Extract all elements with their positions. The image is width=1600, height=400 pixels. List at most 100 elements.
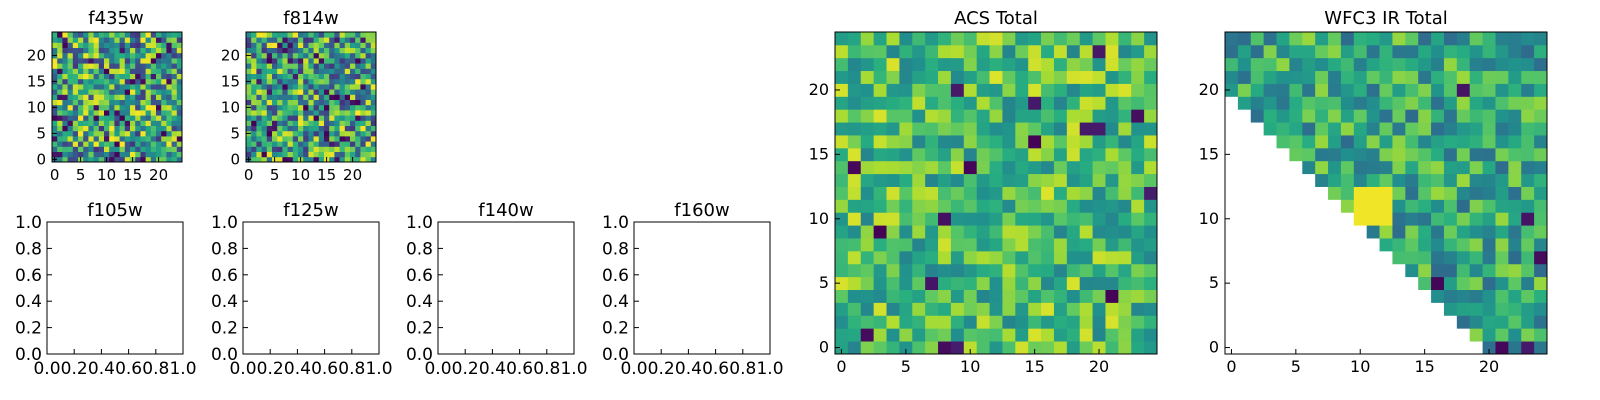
- heatmap-cell: [277, 110, 283, 116]
- heatmap-cell: [1534, 173, 1548, 187]
- heatmap-cell: [1456, 96, 1471, 110]
- heatmap-cell: [114, 58, 120, 64]
- heatmap-cell: [1079, 302, 1093, 316]
- heatmap-cell: [1469, 147, 1483, 162]
- heatmap-cell: [1105, 186, 1119, 200]
- heatmap-cell: [57, 156, 63, 163]
- heatmap-cell: [899, 276, 913, 290]
- heatmap-cell: [109, 47, 115, 54]
- heatmap-cell: [1456, 238, 1471, 252]
- heatmap-cell: [114, 89, 120, 95]
- heatmap-cell: [1105, 32, 1119, 46]
- heatmap-cell: [334, 151, 340, 158]
- heatmap-cell: [976, 83, 990, 97]
- x-tick-label: 15: [123, 166, 142, 184]
- heatmap-cell: [114, 104, 120, 111]
- heatmap-cell: [109, 68, 115, 74]
- heatmap-cell: [145, 104, 152, 111]
- heatmap-cell: [847, 238, 862, 252]
- heatmap-cell: [1302, 83, 1316, 97]
- heatmap-cell: [119, 99, 126, 106]
- heatmap-cell: [886, 83, 900, 97]
- heatmap-cell: [114, 63, 120, 69]
- heatmap-cell: [93, 32, 100, 38]
- heatmap-cell: [1302, 57, 1316, 72]
- heatmap-cell: [272, 89, 278, 95]
- heatmap-cell: [156, 99, 162, 106]
- heatmap-cell: [83, 156, 89, 163]
- heatmap-cell: [124, 37, 131, 43]
- heatmap-cell: [1495, 250, 1509, 265]
- heatmap-cell: [277, 68, 283, 74]
- heatmap-cell: [1315, 173, 1329, 187]
- heatmap-cell: [1041, 160, 1055, 175]
- heatmap-cell: [78, 110, 84, 116]
- heatmap-cell: [1534, 250, 1548, 265]
- heatmap-cell: [1469, 328, 1483, 342]
- x-tick-label: 0: [244, 166, 254, 184]
- heatmap-cell: [1092, 315, 1106, 329]
- heatmap-cell: [339, 89, 346, 95]
- heatmap-cell: [1379, 109, 1393, 123]
- heatmap-cell: [135, 130, 141, 137]
- heatmap-cell: [963, 225, 978, 239]
- heatmap-cell: [1379, 57, 1393, 72]
- heatmap-cell: [130, 94, 136, 100]
- heatmap-cell: [1053, 186, 1068, 200]
- heatmap-cell: [176, 151, 183, 158]
- heatmap-cell: [1508, 341, 1522, 355]
- heatmap-cell: [365, 42, 372, 48]
- heatmap-cell: [1092, 276, 1106, 290]
- x-tick-label: 0.4: [479, 359, 506, 379]
- heatmap-cell: [1353, 135, 1368, 149]
- heatmap-cell: [114, 125, 120, 132]
- heatmap-cell: [1276, 83, 1290, 97]
- heatmap-cell: [350, 146, 356, 152]
- heatmap-cell: [93, 78, 100, 85]
- heatmap-cell: [860, 32, 875, 46]
- heatmap-cell: [135, 115, 141, 121]
- heatmap-cell: [261, 125, 268, 132]
- y-tick-label: 5: [230, 124, 240, 142]
- heatmap-cell: [1315, 83, 1329, 97]
- heatmap-cell: [873, 122, 887, 136]
- heatmap-cell: [72, 73, 79, 80]
- heatmap-cell: [1328, 83, 1342, 97]
- heatmap-cell: [324, 78, 330, 85]
- heatmap-cell: [1079, 212, 1093, 226]
- heatmap-cell: [246, 89, 252, 95]
- heatmap-cell: [282, 47, 288, 54]
- heatmap-cell: [350, 130, 356, 137]
- heatmap-cell: [266, 115, 273, 121]
- heatmap-cell: [114, 130, 120, 137]
- heatmap-cell: [1041, 250, 1055, 265]
- heatmap-cell: [150, 110, 157, 116]
- heatmap-cell: [57, 73, 63, 80]
- heatmap-cell: [1443, 199, 1458, 213]
- heatmap-cell: [976, 212, 990, 226]
- heatmap-cell: [976, 289, 990, 303]
- heatmap-cell: [1521, 328, 1535, 342]
- heatmap-cell: [62, 89, 68, 95]
- heatmap-cell: [899, 44, 913, 59]
- heatmap-cell: [1302, 160, 1316, 175]
- heatmap-cell: [1144, 173, 1158, 187]
- heatmap-cell: [266, 151, 273, 158]
- heatmap-cell: [88, 47, 94, 54]
- heatmap-cell: [925, 122, 939, 136]
- heatmap-cell: [963, 83, 978, 97]
- heatmap-cell: [963, 212, 978, 226]
- heatmap-cell: [329, 42, 335, 48]
- heatmap-cell: [93, 42, 100, 48]
- heatmap-cell: [1015, 147, 1029, 162]
- y-tick-label: 0.8: [15, 239, 42, 259]
- heatmap-cell: [261, 104, 268, 111]
- heatmap-cell: [156, 78, 162, 85]
- heatmap-cell: [1041, 315, 1055, 329]
- heatmap-cell: [171, 78, 178, 85]
- heatmap-cell: [1053, 57, 1068, 72]
- heatmap-cell: [963, 173, 978, 187]
- heatmap-cell: [835, 147, 849, 162]
